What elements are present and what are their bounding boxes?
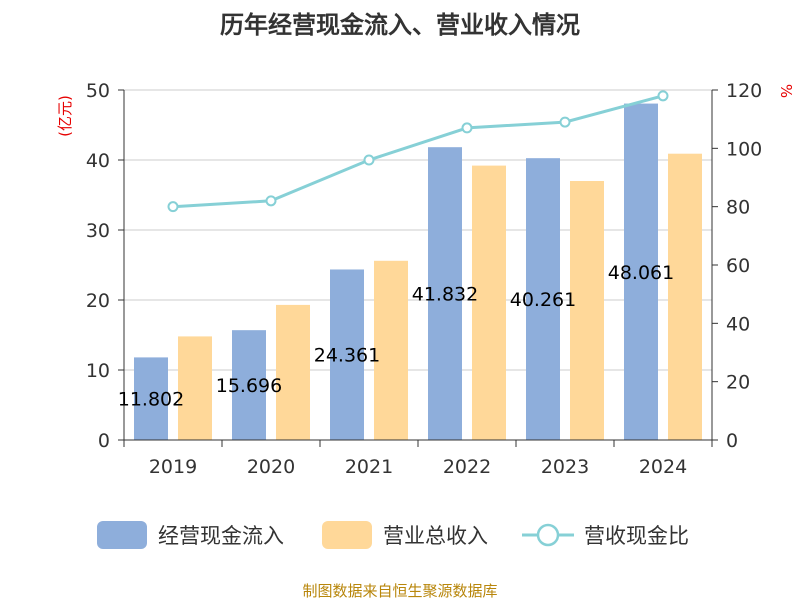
grid xyxy=(124,89,712,371)
bar-cash-inflow xyxy=(526,158,560,440)
ratio-line-path xyxy=(172,94,664,209)
legend-swatch-cash-inflow xyxy=(97,521,147,549)
x-tick-label: 2023 xyxy=(541,456,589,478)
ratio-line xyxy=(167,90,669,213)
y-left-tick-label: 20 xyxy=(86,290,110,312)
data-label-cash-inflow: 11.802 xyxy=(118,389,184,411)
data-labels: 11.802 15.696 24.361 41.832 40.261 48.061 xyxy=(118,262,674,411)
chart-title: 历年经营现金流入、营业收入情况 xyxy=(220,11,580,39)
ratio-point xyxy=(363,154,375,166)
ratio-point xyxy=(167,201,179,213)
legend-marker-ratio xyxy=(536,523,560,547)
x-tick-label: 2021 xyxy=(345,456,393,478)
bar-cash-inflow xyxy=(624,103,658,440)
y-left-tick-label: 10 xyxy=(86,360,110,382)
data-label-cash-inflow: 40.261 xyxy=(510,289,576,311)
y-left-tick-label: 0 xyxy=(98,430,110,452)
legend-label-cash-inflow: 经营现金流入 xyxy=(158,524,284,548)
bar-revenue xyxy=(178,336,212,440)
x-tick-label: 2020 xyxy=(247,456,295,478)
data-label-cash-inflow: 48.061 xyxy=(608,262,674,284)
bar-cash-inflow xyxy=(428,147,462,440)
y-right-tick-label: 100 xyxy=(726,138,762,160)
x-tick-label: 2022 xyxy=(443,456,491,478)
ratio-point xyxy=(461,122,473,134)
legend-item-cash-inflow: 经营现金流入 xyxy=(97,521,284,549)
legend-label-ratio: 营收现金比 xyxy=(584,524,689,548)
legend: 经营现金流入 营业总收入 营收现金比 xyxy=(97,521,689,549)
bar-revenue xyxy=(276,304,310,440)
data-label-cash-inflow: 15.696 xyxy=(216,375,282,397)
y-right-tick-label: 20 xyxy=(726,372,750,394)
y-right-tick-label: 40 xyxy=(726,313,750,335)
bars xyxy=(134,103,702,440)
y-right-tick-label: 120 xyxy=(726,80,762,102)
legend-item-ratio: 营收现金比 xyxy=(522,523,689,548)
y-right-tick-label: 0 xyxy=(726,430,738,452)
ratio-point xyxy=(559,116,571,128)
data-label-cash-inflow: 24.361 xyxy=(314,345,380,367)
source-note: 制图数据来自恒生聚源数据库 xyxy=(302,582,497,600)
y-left-tick-label: 50 xyxy=(86,80,110,102)
bar-cash-inflow xyxy=(134,357,168,440)
bar-cash-inflow xyxy=(232,330,266,440)
axes: 0 10 20 30 40 50 0 20 40 60 80 100 120 2019 2020 2021 20… xyxy=(86,80,762,478)
bar-revenue xyxy=(374,260,408,440)
x-tick-label: 2019 xyxy=(149,456,197,478)
bar-cash-inflow xyxy=(330,269,364,440)
bar-revenue xyxy=(668,153,702,440)
y-right-axis-label: % xyxy=(777,84,795,98)
bar-revenue xyxy=(472,165,506,440)
bar-revenue xyxy=(570,181,604,440)
ratio-point xyxy=(265,195,277,207)
ratio-point xyxy=(657,90,669,102)
y-right-tick-label: 80 xyxy=(726,197,750,219)
y-right-tick-label: 60 xyxy=(726,255,750,277)
legend-swatch-revenue xyxy=(322,521,372,549)
y-left-axis-label: (亿元) xyxy=(56,95,74,137)
y-left-tick-label: 40 xyxy=(86,150,110,172)
data-label-cash-inflow: 41.832 xyxy=(412,284,478,306)
y-left-tick-label: 30 xyxy=(86,220,110,242)
legend-item-revenue: 营业总收入 xyxy=(322,521,488,549)
legend-label-revenue: 营业总收入 xyxy=(383,524,488,548)
x-tick-label: 2024 xyxy=(639,456,687,478)
